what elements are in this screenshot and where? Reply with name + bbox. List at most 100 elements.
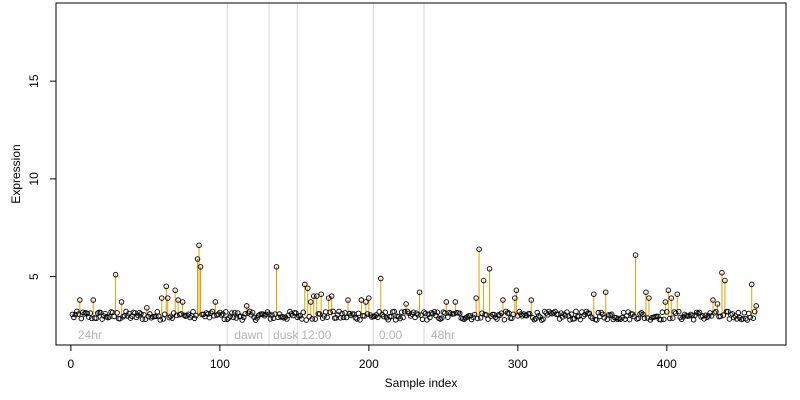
data-point — [372, 313, 378, 320]
spike-point — [719, 269, 725, 276]
data-point — [185, 311, 192, 317]
spike-point — [310, 293, 317, 299]
data-point — [354, 316, 360, 322]
spike-point — [302, 281, 308, 288]
data-point — [720, 312, 727, 318]
spike-point — [378, 275, 384, 282]
data-point — [693, 309, 700, 316]
spike-point — [328, 293, 335, 299]
spike-point — [674, 291, 680, 297]
data-point — [102, 310, 108, 317]
data-point — [540, 316, 546, 322]
spike-point — [308, 299, 314, 305]
data-point — [224, 316, 231, 323]
data-point — [503, 308, 509, 315]
data-point — [667, 315, 673, 322]
data-point — [249, 309, 256, 316]
spike-point — [363, 299, 369, 305]
data-point — [166, 314, 172, 321]
data-point — [413, 310, 420, 316]
data-point — [218, 312, 225, 318]
data-point — [157, 317, 164, 323]
data-point — [588, 313, 594, 320]
y-tick-label: 5 — [27, 273, 41, 280]
region-label: 24hr — [78, 328, 102, 342]
spike-point — [722, 277, 728, 284]
data-point — [138, 311, 144, 317]
plot-frame — [55, 2, 787, 346]
spike-point — [366, 295, 372, 301]
data-point — [316, 311, 323, 317]
spike-point — [358, 297, 365, 303]
data-point — [385, 316, 391, 323]
data-point — [303, 317, 310, 323]
data-point — [717, 313, 724, 320]
data-point — [223, 309, 229, 315]
data-point — [586, 310, 593, 317]
data-point — [324, 314, 330, 321]
data-point — [422, 310, 429, 317]
data-point — [501, 316, 508, 323]
data-point — [246, 308, 253, 315]
y-tick-label: 10 — [27, 172, 41, 186]
spike-point — [112, 271, 119, 278]
data-point — [269, 312, 275, 318]
data-point — [637, 311, 643, 317]
data-point — [162, 311, 168, 317]
data-point — [638, 310, 645, 316]
spike-point — [313, 293, 320, 299]
spike-point — [452, 299, 459, 305]
data-point — [713, 308, 719, 315]
data-point — [708, 313, 715, 319]
data-point — [364, 311, 371, 317]
data-point — [330, 308, 336, 315]
data-point — [348, 312, 354, 319]
spike-point — [710, 297, 716, 303]
spike-point — [196, 242, 202, 249]
data-point — [300, 309, 307, 316]
data-point — [670, 315, 676, 321]
x-tick-label: 200 — [359, 357, 379, 371]
data-point — [78, 315, 85, 322]
data-point — [577, 316, 584, 323]
data-point — [439, 315, 445, 321]
data-point — [471, 311, 478, 318]
data-point — [456, 310, 463, 317]
x-tick-label: 0 — [68, 357, 75, 371]
data-point — [230, 314, 237, 321]
data-point — [106, 314, 113, 320]
spike-point — [90, 297, 96, 303]
x-tick-label: 100 — [210, 357, 230, 371]
data-point — [692, 312, 698, 318]
data-point — [191, 315, 198, 322]
data-point — [498, 310, 505, 317]
data-point — [71, 314, 77, 321]
data-point — [735, 309, 742, 316]
data-point — [673, 310, 679, 316]
data-point — [534, 309, 540, 316]
spike-point — [164, 295, 171, 301]
spike-point — [632, 252, 639, 258]
data-point — [261, 313, 268, 319]
data-point — [690, 317, 697, 323]
data-point — [701, 316, 707, 322]
spike-point — [318, 291, 324, 297]
data-point — [527, 311, 533, 317]
spike-point — [194, 256, 201, 262]
data-point — [240, 314, 247, 320]
data-point — [510, 311, 517, 317]
data-point — [594, 317, 600, 323]
data-point — [398, 309, 405, 315]
data-point — [589, 315, 596, 321]
data-point — [251, 314, 257, 321]
data-point — [193, 312, 199, 319]
data-point — [427, 314, 433, 321]
spike-point — [480, 277, 487, 284]
data-point — [355, 310, 362, 317]
data-point — [568, 311, 575, 317]
data-point — [239, 317, 245, 323]
spike-point — [305, 285, 311, 292]
spike-point — [643, 289, 649, 295]
data-point — [343, 314, 350, 321]
